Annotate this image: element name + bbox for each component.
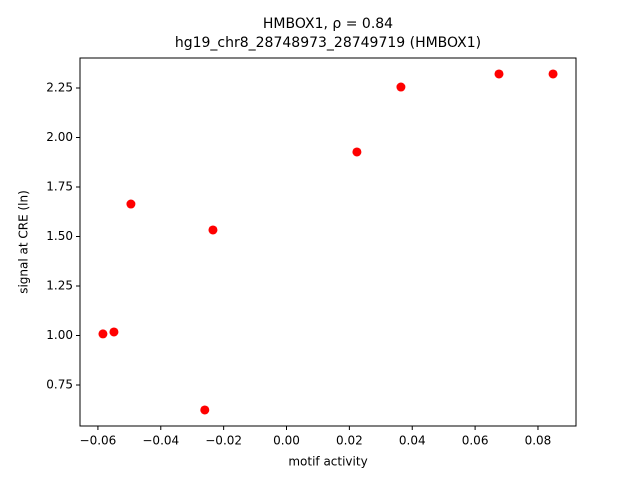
x-tick-label: −0.06 xyxy=(80,434,117,448)
plot-frame xyxy=(79,57,577,427)
point xyxy=(548,69,558,79)
y-tick-label: 0.75 xyxy=(46,378,73,392)
x-axis-label: motif activity xyxy=(288,455,367,469)
x-tick-label: 0.06 xyxy=(462,434,489,448)
point xyxy=(109,327,119,337)
point xyxy=(200,405,210,415)
point xyxy=(98,329,108,339)
y-tick-label: 1.75 xyxy=(46,180,73,194)
chart-subtitle: hg19_chr8_28748973_28749719 (HMBOX1) xyxy=(175,35,481,51)
point xyxy=(396,82,406,92)
y-tick-label: 2.00 xyxy=(46,130,73,144)
point xyxy=(352,147,362,157)
chart-title: HMBOX1, ρ = 0.84 xyxy=(263,16,393,32)
y-axis-label: signal at CRE (ln) xyxy=(17,190,31,294)
y-tick-label: 2.25 xyxy=(46,80,73,94)
point xyxy=(126,199,136,209)
point xyxy=(494,69,504,79)
x-tick-label: −0.04 xyxy=(142,434,179,448)
x-tick-label: 0.00 xyxy=(273,434,300,448)
x-tick-label: 0.08 xyxy=(525,434,552,448)
point xyxy=(208,225,218,235)
y-tick-label: 1.00 xyxy=(46,328,73,342)
y-tick-label: 1.50 xyxy=(46,229,73,243)
x-tick-label: −0.02 xyxy=(205,434,242,448)
x-tick-label: 0.02 xyxy=(336,434,363,448)
y-tick-label: 1.25 xyxy=(46,279,73,293)
x-tick-label: 0.04 xyxy=(399,434,426,448)
